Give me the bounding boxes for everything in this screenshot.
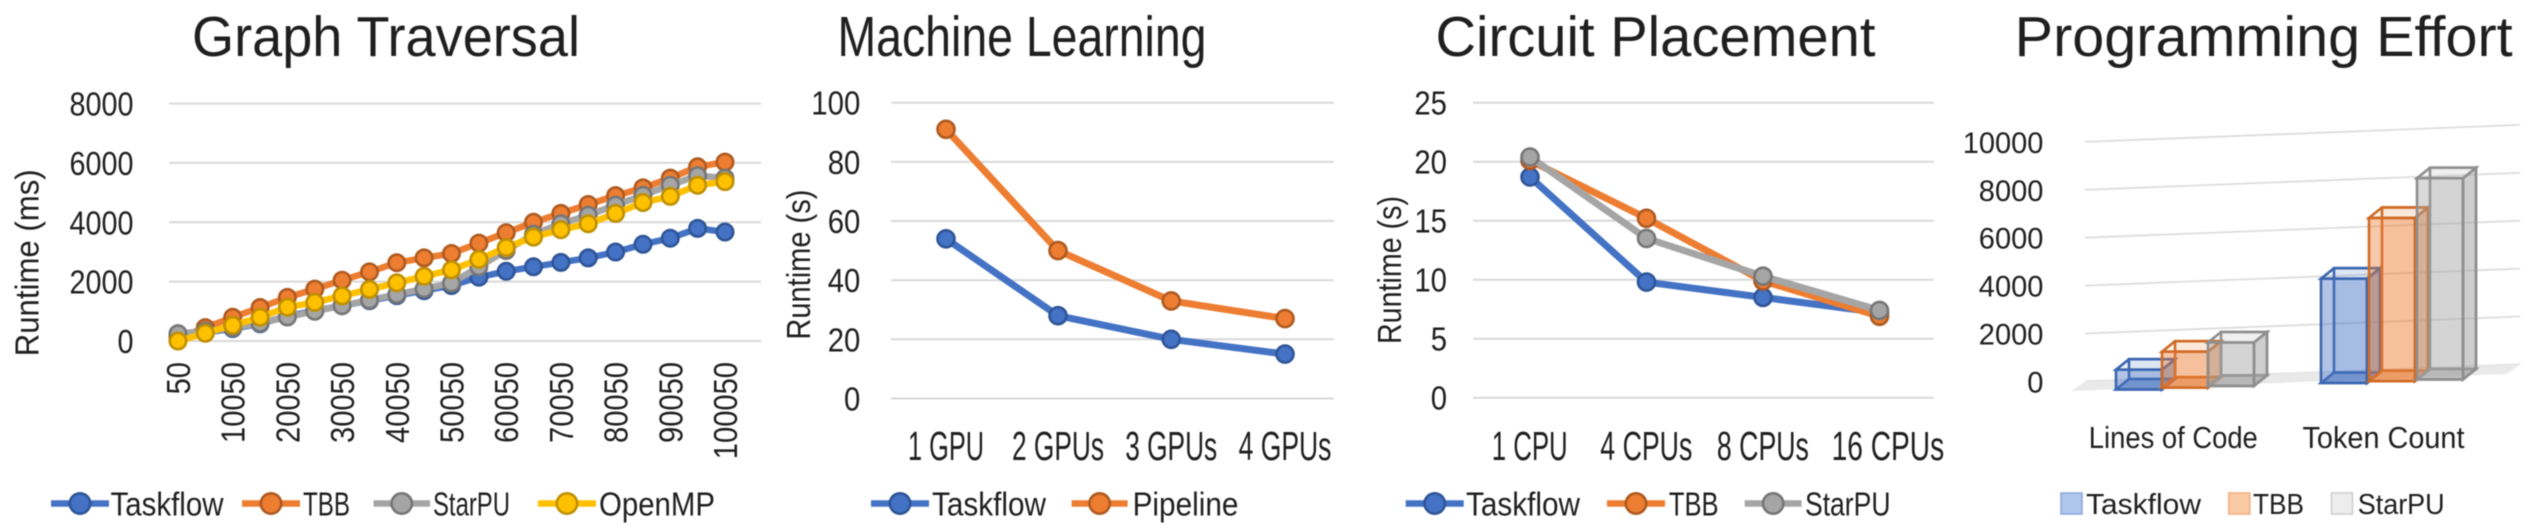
svg-text:Graph Traversal: Graph Traversal [192,5,580,69]
svg-text:10: 10 [1414,262,1447,299]
svg-text:6000: 6000 [1979,223,2044,256]
svg-text:TBB: TBB [2253,489,2304,521]
svg-text:Machine Learning: Machine Learning [838,5,1207,69]
svg-text:6000: 6000 [70,145,134,182]
svg-text:2 GPUs: 2 GPUs [1012,423,1104,469]
svg-text:0: 0 [844,381,860,418]
svg-text:StarPU: StarPU [1805,486,1891,523]
svg-text:0: 0 [2027,366,2043,399]
svg-text:100050: 100050 [707,362,744,459]
svg-text:2000: 2000 [1979,319,2044,352]
svg-text:Taskflow: Taskflow [111,486,224,523]
svg-text:30050: 30050 [324,362,361,443]
svg-text:Circuit Placement: Circuit Placement [1436,5,1876,69]
svg-text:0: 0 [1431,380,1447,417]
svg-text:Token Count: Token Count [2303,420,2465,455]
svg-text:Taskflow: Taskflow [2086,489,2202,521]
svg-text:Taskflow: Taskflow [932,486,1046,523]
svg-text:5: 5 [1431,321,1447,358]
svg-text:StarPU: StarPU [433,486,510,523]
svg-text:4 CPUs: 4 CPUs [1600,423,1692,469]
svg-text:4000: 4000 [70,204,134,241]
svg-text:10050: 10050 [215,362,252,443]
svg-text:80: 80 [828,144,861,181]
svg-text:StarPU: StarPU [2358,489,2445,521]
svg-text:60050: 60050 [488,362,525,443]
svg-text:Runtime (s): Runtime (s) [1371,196,1408,344]
svg-text:4 GPUs: 4 GPUs [1239,423,1332,469]
svg-text:Runtime (ms): Runtime (ms) [9,169,46,356]
svg-text:40050: 40050 [379,362,416,443]
svg-text:Pipeline: Pipeline [1133,486,1239,523]
svg-text:2000: 2000 [70,264,134,301]
svg-text:16 CPUs: 16 CPUs [1832,423,1945,469]
svg-text:1 CPU: 1 CPU [1492,423,1568,469]
svg-text:Programming Effort: Programming Effort [2015,5,2513,69]
svg-text:1 GPU: 1 GPU [908,423,984,469]
svg-text:60: 60 [828,203,861,240]
svg-text:50: 50 [160,362,197,394]
svg-text:20: 20 [828,321,861,358]
svg-text:TBB: TBB [1669,486,1719,523]
svg-text:Lines of Code: Lines of Code [2089,420,2258,455]
svg-text:10000: 10000 [1963,127,2044,160]
svg-text:TBB: TBB [303,486,350,523]
svg-text:90050: 90050 [652,362,689,443]
svg-text:0: 0 [118,323,134,360]
svg-text:3 GPUs: 3 GPUs [1125,423,1217,469]
svg-text:8 CPUs: 8 CPUs [1717,423,1809,469]
svg-text:OpenMP: OpenMP [599,486,715,523]
svg-text:25: 25 [1414,85,1447,122]
svg-text:50050: 50050 [434,362,471,443]
svg-text:70050: 70050 [543,362,580,443]
svg-text:40: 40 [828,262,861,299]
svg-text:100: 100 [811,85,860,122]
svg-text:20050: 20050 [269,362,306,443]
svg-text:8000: 8000 [1979,175,2044,208]
svg-text:8000: 8000 [70,86,134,123]
svg-text:Runtime (s): Runtime (s) [780,190,817,340]
svg-text:Taskflow: Taskflow [1466,486,1580,523]
svg-text:20: 20 [1414,144,1447,181]
svg-text:80050: 80050 [598,362,635,443]
svg-text:15: 15 [1414,203,1447,240]
svg-text:4000: 4000 [1979,271,2044,304]
